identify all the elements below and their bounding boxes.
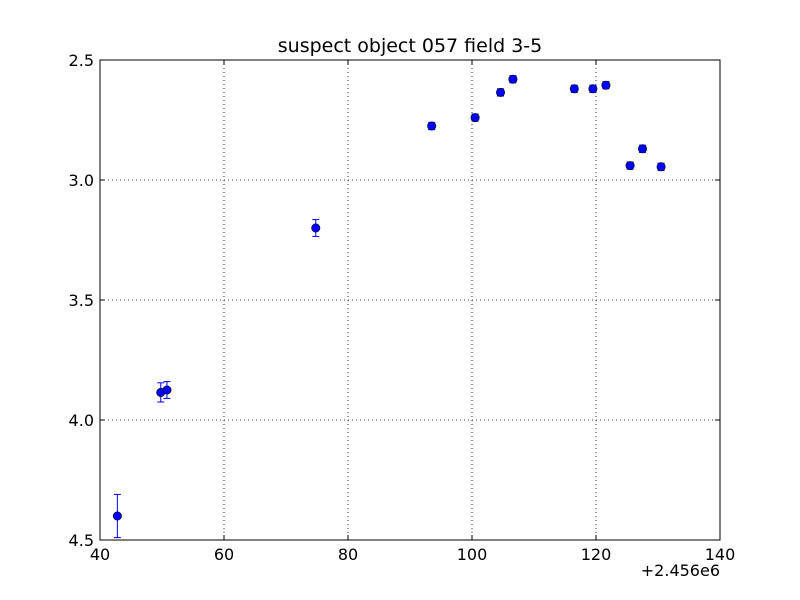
data-point: [427, 121, 437, 131]
point-marker: [162, 385, 172, 395]
x-tick-label: 60: [214, 545, 234, 564]
point-marker: [508, 74, 518, 84]
point-marker: [588, 84, 598, 94]
data-point: [569, 84, 579, 94]
x-tick-label: 40: [90, 545, 110, 564]
tick-labels: 40 60 80 100 120 140 2.5 3.0 3.5 4.0 4.5: [69, 51, 736, 564]
x-offset-label: +2.456e6: [641, 561, 720, 580]
point-marker: [625, 161, 635, 171]
x-tick-label: 120: [581, 545, 612, 564]
chart-title: suspect object 057 field 3-5: [278, 35, 543, 57]
point-marker: [569, 84, 579, 94]
data-point: [162, 381, 172, 399]
grid-lines: [100, 60, 720, 540]
data-point: [637, 144, 647, 154]
x-tick-label: 140: [705, 545, 736, 564]
x-tick-label: 80: [338, 545, 358, 564]
data-point: [656, 162, 666, 172]
point-marker: [427, 121, 437, 131]
point-marker: [496, 87, 506, 97]
data-point: [470, 113, 480, 123]
y-tick-label: 3.0: [69, 171, 94, 190]
plot-frame: [99, 59, 721, 541]
y-tick-label: 4.5: [69, 531, 94, 550]
x-tick-label: 100: [457, 545, 488, 564]
y-tick-label: 2.5: [69, 51, 94, 70]
data-point: [311, 219, 321, 237]
point-marker: [470, 113, 480, 123]
data-points: [112, 74, 666, 539]
point-marker: [112, 511, 122, 521]
data-point: [508, 74, 518, 84]
y-tick-label: 4.0: [69, 411, 94, 430]
y-tick-label: 3.5: [69, 291, 94, 310]
data-point: [112, 493, 122, 539]
point-marker: [311, 223, 321, 233]
point-marker: [637, 144, 647, 154]
data-point: [588, 84, 598, 94]
point-marker: [656, 162, 666, 172]
data-point: [625, 161, 635, 171]
data-point: [601, 80, 611, 90]
data-point: [496, 87, 506, 97]
point-marker: [601, 80, 611, 90]
